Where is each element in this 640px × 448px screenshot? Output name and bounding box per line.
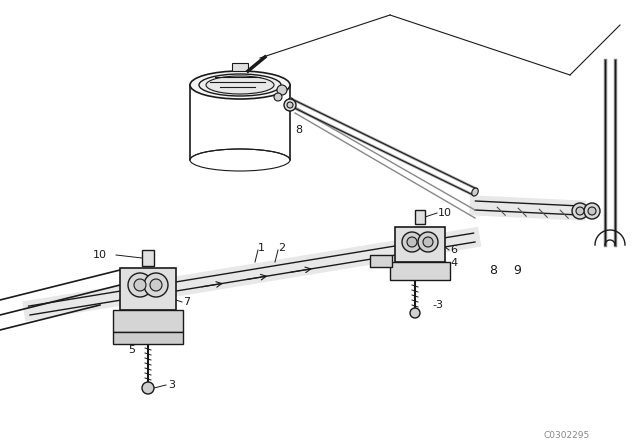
Circle shape — [407, 237, 417, 247]
Bar — [415, 210, 425, 224]
Bar — [142, 250, 154, 266]
Bar — [395, 227, 445, 262]
Text: 4: 4 — [450, 258, 457, 268]
Text: 1: 1 — [258, 243, 265, 253]
Circle shape — [284, 99, 296, 111]
Circle shape — [274, 93, 282, 101]
Circle shape — [277, 85, 287, 95]
Text: 7: 7 — [183, 297, 190, 307]
Bar — [232, 63, 248, 71]
Circle shape — [402, 232, 422, 252]
Bar — [390, 262, 450, 280]
Text: C0302295: C0302295 — [544, 431, 590, 439]
Text: 10: 10 — [438, 208, 452, 218]
Bar — [120, 268, 176, 310]
Text: 10: 10 — [93, 250, 107, 260]
Text: 3: 3 — [168, 380, 175, 390]
Circle shape — [584, 203, 600, 219]
Text: 2: 2 — [278, 243, 285, 253]
Circle shape — [287, 102, 293, 108]
Ellipse shape — [199, 74, 281, 96]
Circle shape — [418, 232, 438, 252]
Ellipse shape — [472, 188, 478, 196]
Text: -3: -3 — [432, 300, 443, 310]
Ellipse shape — [190, 71, 290, 99]
Bar — [370, 255, 392, 267]
Circle shape — [150, 279, 162, 291]
Ellipse shape — [190, 149, 290, 171]
Ellipse shape — [206, 76, 274, 94]
Circle shape — [588, 207, 596, 215]
Bar — [113, 332, 183, 344]
Circle shape — [128, 273, 152, 297]
Bar — [113, 310, 183, 332]
Circle shape — [144, 273, 168, 297]
Ellipse shape — [287, 98, 293, 106]
Text: 8    9: 8 9 — [490, 263, 522, 276]
Circle shape — [423, 237, 433, 247]
Text: 8: 8 — [295, 125, 302, 135]
Circle shape — [410, 308, 420, 318]
Circle shape — [142, 382, 154, 394]
Text: 5: 5 — [128, 345, 135, 355]
Circle shape — [576, 207, 584, 215]
Circle shape — [572, 203, 588, 219]
Circle shape — [134, 279, 146, 291]
Text: 6: 6 — [450, 245, 457, 255]
